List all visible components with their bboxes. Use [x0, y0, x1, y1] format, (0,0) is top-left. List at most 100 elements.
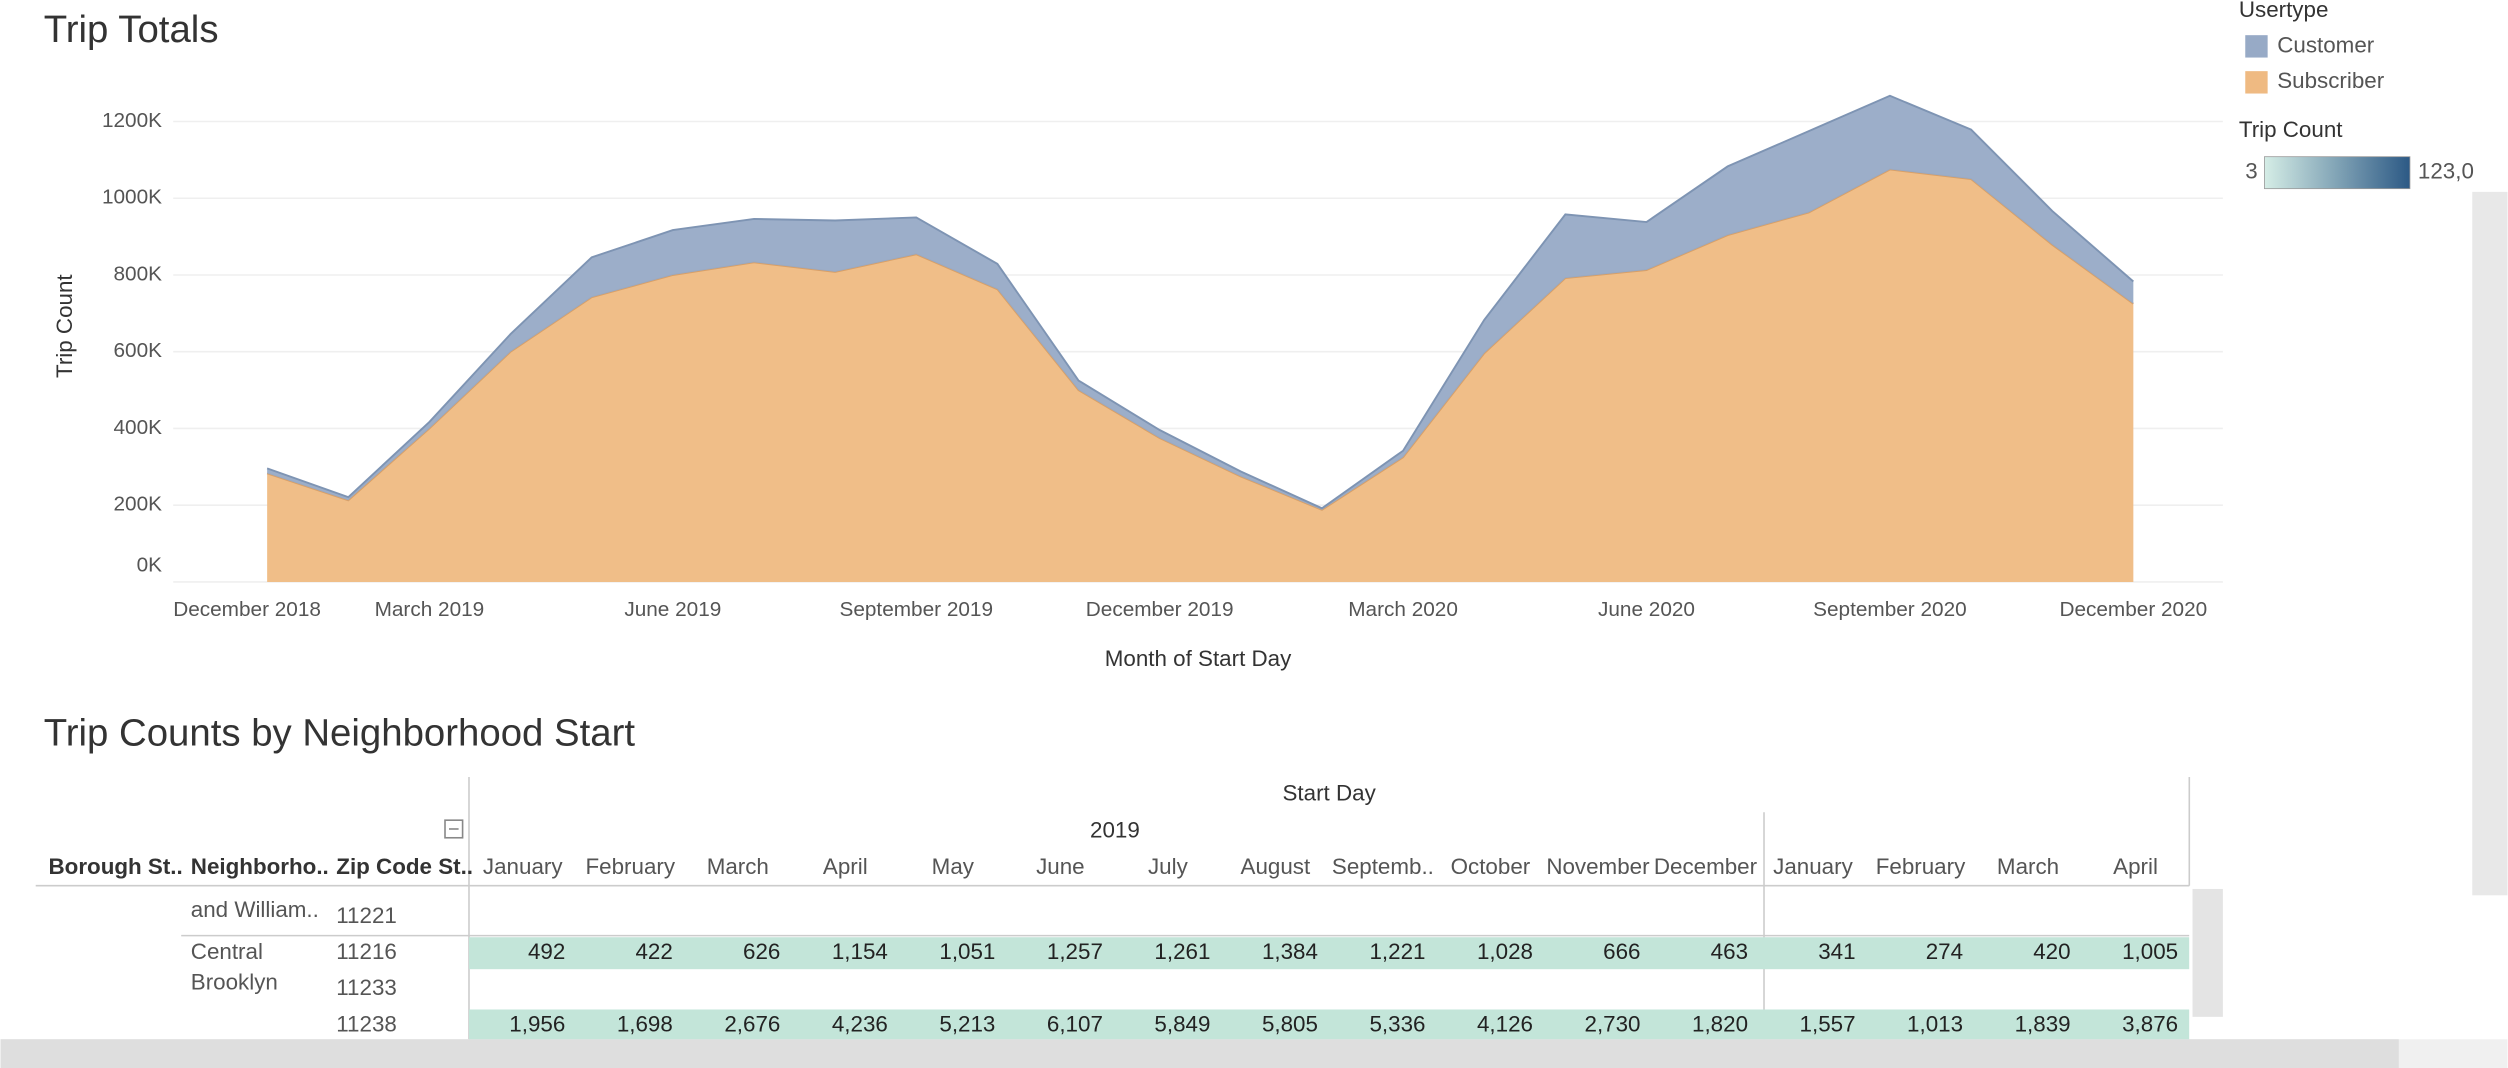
cell: 1,698: [617, 1011, 673, 1036]
table-scrollbar[interactable]: [2192, 888, 2223, 1017]
legend-label: Customer: [2277, 32, 2375, 57]
color-ramp: [2264, 156, 2411, 190]
color-legend-title: Trip Count: [2239, 117, 2343, 142]
cell: 2,730: [1585, 1011, 1641, 1036]
x-tick-label: March 2019: [375, 598, 485, 621]
cell: 2,676: [724, 1011, 780, 1036]
cell: 1,013: [1907, 1011, 1963, 1036]
column-label: December: [1654, 854, 1758, 879]
column-header: Start Day: [1283, 781, 1377, 806]
cell: 6,107: [1047, 1011, 1103, 1036]
legend-label: Subscriber: [2277, 68, 2384, 93]
cell: 4,126: [1477, 1011, 1533, 1036]
year-header: 2019: [1090, 817, 1140, 842]
row-header: Borough St..: [49, 854, 183, 879]
column-label: August: [1241, 854, 1311, 879]
area-edge: [266, 94, 2134, 510]
legend-title: Usertype: [2239, 0, 2329, 22]
cell: 422: [635, 939, 672, 964]
area: [267, 169, 2134, 582]
x-tick-label: September 2019: [839, 598, 993, 621]
zip-code: 11238: [336, 1011, 397, 1036]
cell: 274: [1926, 939, 1963, 964]
cell: 1,820: [1692, 1011, 1748, 1036]
row-band: [468, 1009, 2190, 1040]
zip-code: 11233: [336, 975, 397, 1000]
table-title: Trip Counts by Neighborhood Start: [44, 712, 636, 755]
zip-code: 11206: [336, 867, 397, 892]
cell: 1,005: [2122, 939, 2178, 964]
x-tick-label: December 2020: [2059, 598, 2207, 621]
y-tick-label: 1200K: [102, 109, 162, 132]
column-label: February: [1876, 854, 1966, 879]
cell: 4,236: [832, 1011, 888, 1036]
row-band: [468, 937, 2190, 970]
legend-swatch: [2245, 35, 2268, 58]
cell: 5,213: [939, 1011, 995, 1036]
column-label: March: [1997, 854, 2059, 879]
x-axis-title: Month of Start Day: [1105, 646, 1292, 671]
row-header: Zip Code St..: [336, 854, 473, 879]
cell: 1,154: [832, 939, 888, 964]
cell: 5,336: [1369, 1011, 1425, 1036]
column-label: April: [2113, 854, 2158, 879]
cell: 420: [2033, 939, 2070, 964]
cell: 1,384: [1262, 939, 1318, 964]
cell: 626: [743, 939, 780, 964]
column-label: April: [823, 854, 868, 879]
color-legend-max: 123,0: [2418, 159, 2474, 184]
x-tick-label: March 2020: [1348, 598, 1458, 621]
y-axis-title: Trip Count: [52, 274, 77, 378]
column-label: March: [707, 854, 769, 879]
cell: 463: [1711, 939, 1748, 964]
y-tick-label: 600K: [114, 339, 163, 362]
area: [267, 95, 2134, 510]
cell: 666: [1603, 939, 1640, 964]
y-tick-label: 800K: [114, 262, 163, 285]
x-tick-label: June 2020: [1598, 598, 1695, 621]
cell: 1,028: [1477, 939, 1533, 964]
color-legend-min: 3: [2245, 159, 2257, 184]
cell: 3,876: [2122, 1011, 2178, 1036]
column-label: June: [1036, 854, 1085, 879]
legend-swatch: [2245, 71, 2268, 94]
column-label: January: [483, 854, 563, 879]
zip-code: 11216: [336, 939, 397, 964]
x-tick-label: June 2019: [624, 598, 721, 621]
neighborhood: Bushwick: [191, 867, 286, 892]
y-tick-label: 200K: [114, 493, 163, 516]
cell: 1,261: [1154, 939, 1210, 964]
column-label: October: [1451, 854, 1531, 879]
scrollbar-thumb[interactable]: [0, 1039, 2399, 1068]
cell: 492: [528, 939, 565, 964]
column-label: May: [932, 854, 975, 879]
y-tick-label: 1000K: [102, 186, 162, 209]
zip-code: 11221: [336, 903, 397, 928]
column-label: November: [1546, 854, 1650, 879]
x-tick-label: December 2019: [1086, 598, 1234, 621]
cell: 5,849: [1154, 1011, 1210, 1036]
row-header: Neighborho..: [191, 854, 329, 879]
neighborhood: and William..: [191, 897, 319, 922]
cell: 1,839: [2015, 1011, 2071, 1036]
cell: 341: [1818, 939, 1855, 964]
neighborhood: Central: [191, 939, 263, 964]
chart-title: Trip Totals: [44, 8, 219, 51]
x-tick-label: September 2020: [1813, 598, 1967, 621]
table-body: Brooklyn Bushwick and William.. 11206 11221 C…: [181, 867, 2190, 1040]
y-tick-label: 0K: [137, 553, 163, 576]
neighborhood: Brooklyn: [191, 969, 278, 994]
x-tick-label: December 2018: [173, 598, 321, 621]
cell: 1,956: [509, 1011, 565, 1036]
cell: 1,221: [1369, 939, 1425, 964]
vertical-scrollbar[interactable]: [2472, 191, 2508, 896]
y-tick-label: 400K: [114, 416, 163, 439]
cell: 1,557: [1800, 1011, 1856, 1036]
column-label: Septemb..: [1332, 854, 1434, 879]
column-label: January: [1773, 854, 1853, 879]
column-label: July: [1148, 854, 1189, 879]
cell: 1,051: [939, 939, 995, 964]
column-label: February: [585, 854, 675, 879]
